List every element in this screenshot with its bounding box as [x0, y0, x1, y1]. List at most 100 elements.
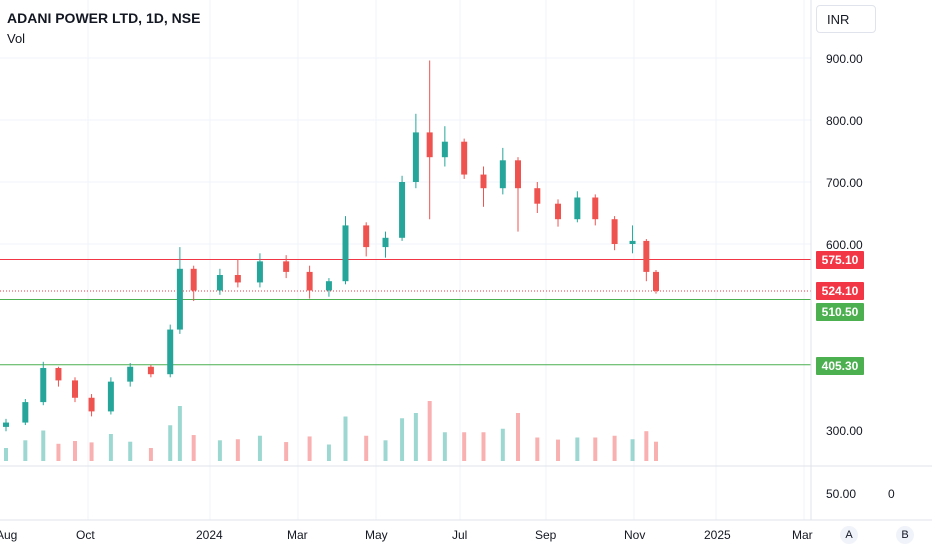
volume-bar: [575, 437, 580, 461]
candle-body: [55, 368, 62, 381]
volume-bar: [307, 436, 312, 461]
volume-bar: [4, 448, 8, 461]
volume-bar: [73, 441, 78, 461]
volume-bar: [257, 435, 262, 461]
time-tick: Oct: [76, 528, 95, 542]
candle-body: [592, 197, 599, 220]
candle-body: [534, 188, 541, 204]
volume-bars: [4, 401, 658, 461]
candle-body: [127, 366, 134, 382]
volume-bar: [413, 413, 418, 461]
price-tick: 300.00: [826, 424, 863, 438]
volume-bar: [400, 418, 405, 461]
candle-body: [107, 381, 114, 412]
candle-body: [190, 268, 197, 291]
candle-body: [306, 271, 313, 291]
volume-bar: [364, 435, 369, 461]
volume-bar: [89, 442, 94, 461]
volume-bar: [612, 435, 617, 461]
candle-body: [382, 237, 389, 248]
volume-bar: [191, 435, 196, 461]
candle-body: [643, 240, 650, 272]
candle-body: [72, 380, 79, 398]
horizontal-levels: [0, 258, 811, 366]
volume-bar: [442, 432, 447, 461]
candle-body: [283, 261, 290, 272]
volume-bar: [41, 430, 46, 461]
scale-settings-button[interactable]: B: [896, 526, 914, 544]
time-tick: 2024: [196, 528, 223, 542]
candle-body: [441, 141, 448, 158]
time-tick: Aug: [0, 528, 18, 542]
candle-body: [653, 271, 659, 292]
candle-body: [555, 203, 562, 220]
volume-bar: [148, 448, 153, 461]
candle-body: [40, 368, 47, 403]
candle-body: [514, 160, 521, 189]
price-tick: 800.00: [826, 114, 863, 128]
volume-bar: [235, 439, 240, 461]
volume-bar: [128, 441, 133, 461]
candle-body: [216, 275, 223, 291]
volume-bar: [427, 401, 432, 461]
candle-body: [611, 219, 618, 244]
volume-bar: [168, 425, 173, 461]
candle-body: [412, 132, 419, 182]
volume-bar: [284, 442, 289, 461]
price-tick: 600.00: [826, 238, 863, 252]
candle-body: [167, 329, 174, 375]
volume-bar: [23, 440, 28, 461]
chart-grid: [0, 0, 811, 520]
volume-bar: [343, 416, 348, 461]
candle-body: [22, 402, 29, 423]
volume-bar: [630, 439, 635, 461]
candle-body: [176, 268, 183, 330]
time-tick: Nov: [624, 528, 646, 542]
time-tick: Jul: [452, 528, 468, 542]
volume-bar: [462, 432, 467, 461]
price-tick: 700.00: [826, 176, 863, 190]
time-tick: May: [365, 528, 388, 542]
candle-body: [88, 397, 95, 412]
candle-body: [147, 366, 154, 375]
auto-scale-button[interactable]: A: [840, 526, 858, 544]
candle-body: [399, 182, 406, 238]
support-price-tag-1: 510.50: [816, 303, 864, 321]
volume-bar: [593, 437, 598, 461]
volume-bar: [217, 440, 222, 461]
chart-title: ADANI POWER LTD, 1D, NSE: [7, 10, 201, 26]
candle-body: [3, 422, 9, 427]
volume-label: Vol: [7, 31, 26, 46]
volume-bar: [108, 434, 113, 461]
time-tick: Mar: [792, 528, 813, 542]
candlestick-series: [3, 60, 659, 432]
candle-body: [499, 160, 506, 189]
candle-body: [480, 174, 487, 189]
time-tick: Sep: [535, 528, 557, 542]
volume-bar: [500, 428, 505, 461]
support-price-tag-2: 405.30: [816, 357, 864, 375]
candle-body: [461, 141, 468, 175]
candle-body: [234, 275, 241, 283]
volume-bar: [515, 413, 520, 461]
volume-bar: [654, 441, 658, 461]
volume-bar: [56, 443, 61, 461]
volume-zero-tick: 0: [888, 487, 895, 501]
volume-bar: [177, 406, 182, 461]
volume-bar: [383, 440, 388, 461]
candle-body: [426, 132, 433, 158]
candle-body: [342, 225, 349, 282]
last-price-tag: 524.10: [816, 282, 864, 300]
volume-bar: [481, 432, 486, 461]
volume-bar: [535, 437, 540, 461]
candle-body: [574, 197, 581, 220]
time-tick: 2025: [704, 528, 731, 542]
currency-selector[interactable]: INR: [816, 5, 876, 33]
candle-body: [325, 281, 332, 291]
volume-bar: [326, 444, 331, 461]
volume-bar: [556, 439, 561, 461]
candle-body: [629, 240, 636, 244]
price-tick: 900.00: [826, 52, 863, 66]
volume-bar: [644, 431, 649, 461]
